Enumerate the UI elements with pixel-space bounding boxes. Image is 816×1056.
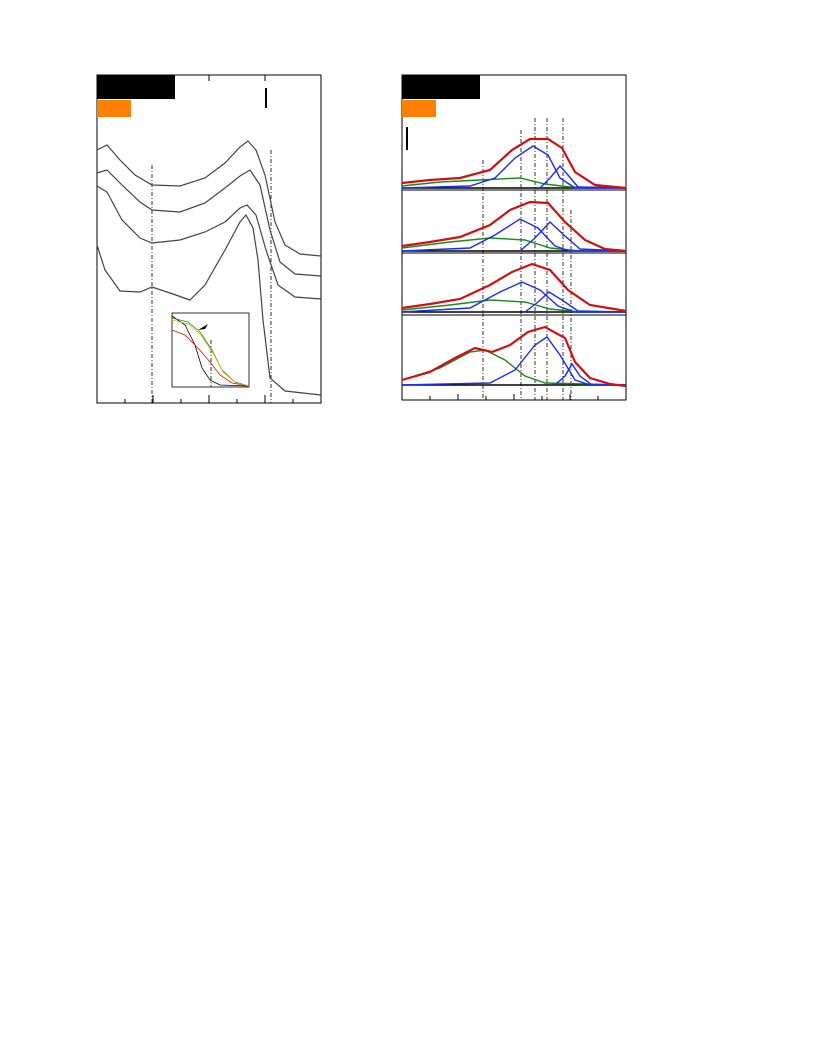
component	[401, 349, 627, 386]
component	[401, 336, 626, 386]
guide-lines	[482, 118, 572, 400]
inset-curve	[171, 319, 250, 387]
redacted-label	[97, 75, 175, 99]
component	[519, 221, 627, 252]
fit	[401, 200, 627, 253]
component	[554, 362, 626, 386]
component	[401, 145, 626, 189]
redacted-label	[402, 100, 436, 117]
inset-curve	[171, 329, 250, 387]
ticks	[401, 394, 627, 400]
fit	[401, 262, 627, 313]
spectrum	[96, 140, 322, 257]
component	[401, 281, 626, 313]
component	[539, 164, 627, 189]
ticks	[96, 75, 322, 403]
panel-separators	[402, 189, 626, 316]
inset-curve	[171, 315, 250, 387]
spectrum	[96, 213, 322, 396]
spectrum	[96, 169, 322, 277]
right-frame	[401, 74, 627, 401]
redacted-label	[402, 75, 480, 99]
fit	[401, 325, 627, 388]
component	[401, 177, 627, 189]
redacted-label	[97, 100, 131, 117]
component	[524, 291, 627, 313]
fit	[401, 137, 627, 190]
spectrum	[96, 185, 322, 300]
component	[401, 218, 626, 252]
arrow	[198, 324, 208, 330]
